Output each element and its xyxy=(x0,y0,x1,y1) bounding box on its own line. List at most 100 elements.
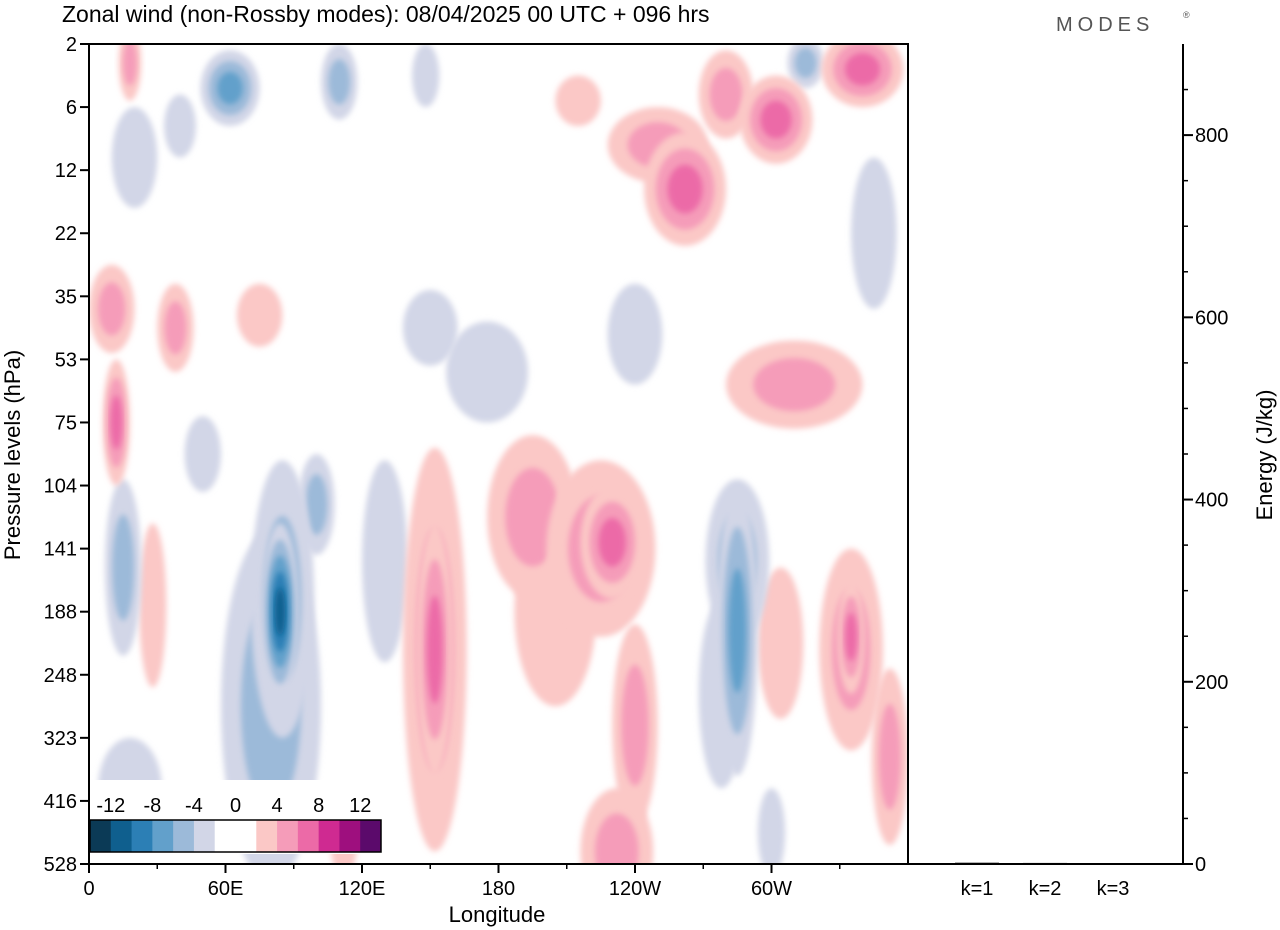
energy-category-label: k=3 xyxy=(1097,878,1130,900)
colorbar-tick-label: -4 xyxy=(185,795,203,817)
colorbar-tick-label: -12 xyxy=(96,795,125,817)
wind-anomaly-4-level-2 xyxy=(709,67,743,121)
y-tick-label: 22 xyxy=(55,223,77,245)
energy-tick-label: 800 xyxy=(1195,125,1228,147)
wind-anomaly-28-level-1 xyxy=(139,523,167,688)
y-tick-label: 75 xyxy=(55,412,77,434)
energy-category-label: k=2 xyxy=(1029,878,1062,900)
energy-tick-label: 400 xyxy=(1195,490,1228,512)
colorbar-swatch xyxy=(131,820,153,852)
wind-anomaly-24-level-5 xyxy=(275,587,286,636)
y-tick-label: 416 xyxy=(44,791,77,813)
wind-anomaly-18-level-1 xyxy=(607,283,663,385)
wind-anomaly-1-level-3 xyxy=(217,71,243,105)
wind-anomaly-46-level-1 xyxy=(757,788,786,864)
colorbar-tick-label: -8 xyxy=(143,795,161,817)
wind-anomaly-6-level-3 xyxy=(844,53,881,86)
wind-anomaly-40-level-3 xyxy=(845,612,857,662)
chart-title: Zonal wind (non-Rossby modes): 08/04/202… xyxy=(62,1,710,27)
wind-anomaly-14-level-2 xyxy=(164,301,187,355)
wind-anomaly-0-level-2 xyxy=(123,44,137,86)
x-tick-label: 180 xyxy=(482,878,515,900)
wind-anomaly-41-level-1 xyxy=(757,567,804,719)
colorbar-swatch xyxy=(110,820,133,852)
y-tick-label: 104 xyxy=(44,476,77,498)
wind-anomaly-22-level-1 xyxy=(184,416,221,492)
colorbar-swatch xyxy=(297,820,320,852)
y-tick-label: 2 xyxy=(66,34,77,56)
wind-anomaly-26-level-2 xyxy=(305,474,328,535)
energy-axis-label: Energy (J/kg) xyxy=(1252,390,1277,521)
colorbar-swatch xyxy=(235,820,257,852)
colorbar-tick-label: 12 xyxy=(349,795,371,817)
wind-anomaly-31-level-3 xyxy=(427,595,443,704)
y-tick-label: 12 xyxy=(55,160,77,182)
y-tick-label: 188 xyxy=(44,602,77,624)
x-tick-label: 120W xyxy=(609,878,661,900)
x-tick-label: 60W xyxy=(751,878,792,900)
y-axis-label: Pressure levels (hPa) xyxy=(0,350,25,560)
wind-anomaly-17-level-1 xyxy=(446,321,529,423)
colorbar-swatch xyxy=(318,820,340,852)
colorbar-swatch xyxy=(277,820,299,852)
wind-anomaly-32-level-2 xyxy=(505,467,560,567)
colorbar-swatch xyxy=(339,820,361,852)
x-tick-label: 60E xyxy=(208,878,244,900)
wind-anomaly-21-level-3 xyxy=(110,395,123,450)
energy-panel: 0 200 400 600 800 k=1 k=2 k=3 Energy (J/kg) xyxy=(908,44,1277,900)
y-tick-label: 53 xyxy=(55,349,77,371)
colorbar-swatch xyxy=(90,820,112,852)
heatmap-x-axis: 0 60E 120E 180 120W 60W xyxy=(83,864,841,900)
energy-x-axis: k=1 k=2 k=3 xyxy=(961,878,1130,900)
heatmap-frame xyxy=(88,43,909,865)
wind-anomaly-16-level-1 xyxy=(402,290,458,366)
x-tick-label: 0 xyxy=(83,878,94,900)
modes-logo: MODES xyxy=(1056,14,1154,36)
energy-tick-label: 600 xyxy=(1195,307,1228,329)
wind-anomaly-15-level-1 xyxy=(236,283,283,347)
wind-anomaly-34-level-3 xyxy=(598,517,626,567)
wind-contours xyxy=(89,44,908,864)
x-axis-label: Longitude xyxy=(449,902,546,927)
wind-anomaly-43-level-2 xyxy=(594,813,639,864)
wind-anomaly-20-level-1 xyxy=(851,157,897,309)
y-tick-label: 528 xyxy=(44,854,77,876)
heatmap-panel: 0 60E 120E 180 120W 60W 2 6 12 22 35 53 75 104 141 188… xyxy=(0,34,909,927)
wind-anomaly-44-level-2 xyxy=(878,703,901,810)
registered-mark: ® xyxy=(1183,10,1190,20)
wind-anomaly-9-level-3 xyxy=(667,164,703,214)
energy-tick-label: 200 xyxy=(1195,672,1228,694)
heatmap-y-axis: 2 6 12 22 35 53 75 104 141 188 248 323 416 528 xyxy=(44,34,89,876)
y-tick-label: 141 xyxy=(44,539,77,561)
wind-anomaly-37-level-3 xyxy=(728,568,747,693)
wind-anomaly-13-level-2 xyxy=(98,282,126,336)
energy-y-axis: 0 200 400 600 800 xyxy=(1183,88,1228,876)
wind-anomaly-19-level-2 xyxy=(753,358,836,412)
energy-category-label: k=1 xyxy=(961,878,994,900)
colorbar-swatch xyxy=(173,820,195,852)
y-tick-label: 35 xyxy=(55,286,77,308)
colorbar-swatch xyxy=(360,820,382,852)
wind-anomaly-12-level-1 xyxy=(111,107,158,208)
y-tick-label: 6 xyxy=(66,97,77,119)
x-tick-label: 120E xyxy=(339,878,386,900)
wind-anomaly-5-level-3 xyxy=(760,100,792,139)
energy-tick-label: 0 xyxy=(1195,854,1206,876)
wind-anomaly-7-level-2 xyxy=(794,47,817,79)
wind-anomaly-2-level-2 xyxy=(328,59,351,105)
colorbar: -12 -8 -4 0 4 8 12 xyxy=(88,780,383,854)
colorbar-tick-label: 8 xyxy=(313,795,324,817)
colorbar-tick-label: 0 xyxy=(230,795,241,817)
wind-anomaly-11-level-1 xyxy=(164,94,196,158)
y-tick-label: 323 xyxy=(44,728,77,750)
wind-anomaly-10-level-1 xyxy=(555,75,601,127)
wind-anomaly-3-level-1 xyxy=(412,44,440,108)
y-tick-label: 248 xyxy=(44,665,77,687)
wind-anomaly-29-level-1 xyxy=(362,460,408,663)
colorbar-tick-label: 4 xyxy=(272,795,283,817)
wind-anomaly-42-level-2 xyxy=(621,664,649,786)
colorbar-swatch xyxy=(256,820,278,852)
colorbar-swatch xyxy=(214,820,236,852)
wind-anomaly-27-level-2 xyxy=(112,514,135,621)
